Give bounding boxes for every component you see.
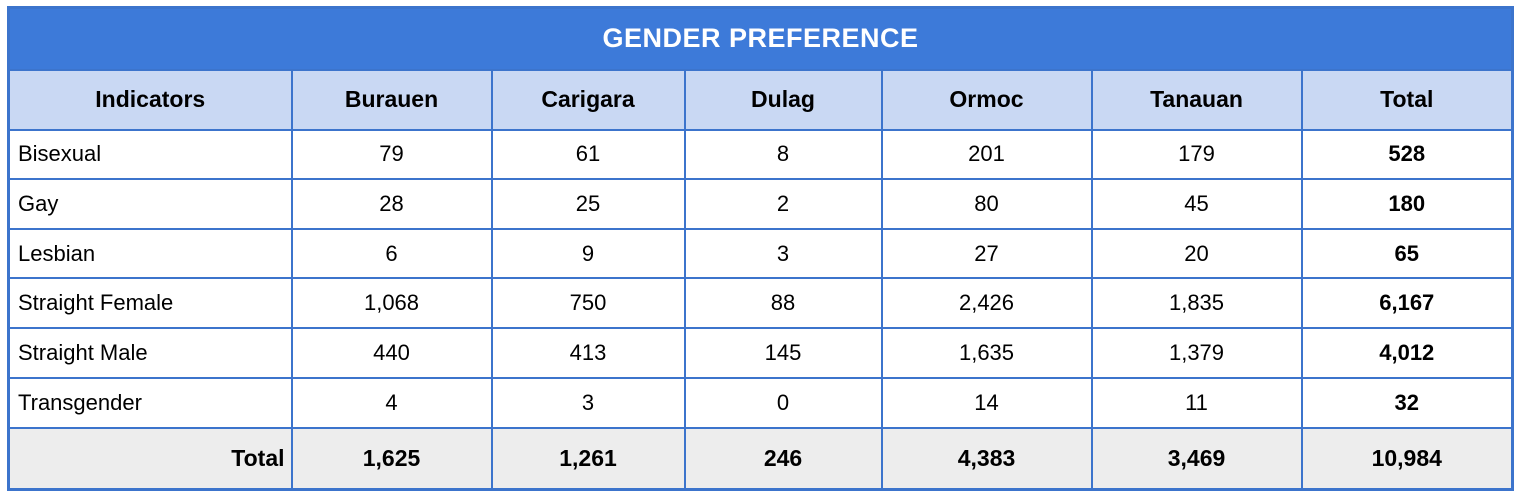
data-cell: 8 (683, 128, 883, 181)
data-cell: 20 (1090, 227, 1303, 280)
table-row: Lesbian 6 9 3 27 20 65 (7, 227, 1514, 280)
column-header-tanauan: Tanauan (1090, 68, 1303, 131)
row-total-cell: 4,012 (1300, 327, 1514, 379)
data-cell: 45 (1090, 178, 1303, 230)
column-header-burauen: Burauen (290, 68, 493, 131)
data-cell: 3 (683, 227, 883, 280)
data-cell: 179 (1090, 128, 1303, 181)
data-cell: 88 (683, 277, 883, 330)
column-header-total: Total (1300, 68, 1514, 131)
column-header-dulag: Dulag (683, 68, 883, 131)
data-cell: 6 (290, 227, 493, 280)
row-label: Gay (7, 178, 293, 230)
row-total-cell: 528 (1300, 128, 1514, 181)
table-header-row: Indicators Burauen Carigara Dulag Ormoc … (7, 68, 1514, 131)
row-label: Straight Male (7, 327, 293, 379)
row-total-cell: 65 (1300, 227, 1514, 280)
table-title-row: GENDER PREFERENCE (7, 6, 1514, 70)
column-header-carigara: Carigara (490, 68, 686, 131)
total-cell-dulag: 246 (683, 426, 883, 491)
data-cell: 440 (290, 327, 493, 379)
column-header-indicators: Indicators (7, 68, 293, 131)
total-cell-burauen: 1,625 (290, 426, 493, 491)
data-cell: 14 (880, 376, 1093, 429)
total-row-label: Total (7, 426, 293, 491)
grand-total-cell: 10,984 (1300, 426, 1514, 491)
data-cell: 0 (683, 376, 883, 429)
data-cell: 1,379 (1090, 327, 1303, 379)
table-row: Straight Female 1,068 750 88 2,426 1,835 6,167 (7, 277, 1514, 330)
row-label: Lesbian (7, 227, 293, 280)
row-total-cell: 180 (1300, 178, 1514, 230)
data-cell: 28 (290, 178, 493, 230)
data-cell: 2 (683, 178, 883, 230)
data-cell: 145 (683, 327, 883, 379)
table-row: Bisexual 79 61 8 201 179 528 (7, 128, 1514, 181)
data-cell: 25 (490, 178, 686, 230)
data-cell: 11 (1090, 376, 1303, 429)
total-cell-carigara: 1,261 (490, 426, 686, 491)
data-cell: 2,426 (880, 277, 1093, 330)
row-label: Transgender (7, 376, 293, 429)
total-cell-ormoc: 4,383 (880, 426, 1093, 491)
data-cell: 1,835 (1090, 277, 1303, 330)
data-cell: 1,635 (880, 327, 1093, 379)
column-header-ormoc: Ormoc (880, 68, 1093, 131)
data-cell: 61 (490, 128, 686, 181)
total-cell-tanauan: 3,469 (1090, 426, 1303, 491)
data-cell: 3 (490, 376, 686, 429)
table-row: Straight Male 440 413 145 1,635 1,379 4,012 (7, 327, 1514, 379)
data-cell: 9 (490, 227, 686, 280)
data-cell: 1,068 (290, 277, 493, 330)
data-cell: 413 (490, 327, 686, 379)
data-cell: 201 (880, 128, 1093, 181)
table-body: Bisexual 79 61 8 201 179 528 Gay 28 25 2 80 45 180 Les… (7, 128, 1514, 429)
table-row: Transgender 4 3 0 14 11 32 (7, 376, 1514, 429)
table-row: Gay 28 25 2 80 45 180 (7, 178, 1514, 230)
total-row: Total 1,625 1,261 246 4,383 3,469 10,984 (7, 426, 1514, 491)
row-label: Bisexual (7, 128, 293, 181)
data-cell: 80 (880, 178, 1093, 230)
data-cell: 750 (490, 277, 686, 330)
row-total-cell: 32 (1300, 376, 1514, 429)
row-label: Straight Female (7, 277, 293, 330)
row-total-cell: 6,167 (1300, 277, 1514, 330)
gender-preference-table: GENDER PREFERENCE Indicators Burauen Car… (7, 6, 1515, 491)
table-title: GENDER PREFERENCE (7, 6, 1514, 70)
data-cell: 79 (290, 128, 493, 181)
data-cell: 4 (290, 376, 493, 429)
data-cell: 27 (880, 227, 1093, 280)
